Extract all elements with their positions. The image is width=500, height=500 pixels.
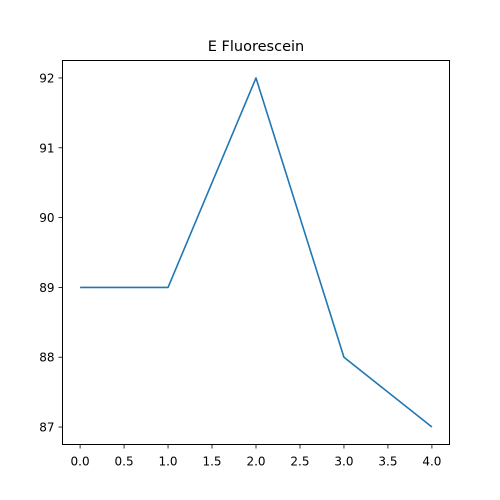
plot-frame [62,60,450,445]
series-layer [80,77,433,428]
y-tick-label: 91 [39,141,54,155]
x-tick-label: 4.0 [422,455,441,469]
x-tick-label: 3.5 [378,455,397,469]
x-tick-label: 3.0 [334,455,353,469]
x-tick-label: 1.5 [202,455,221,469]
series-line [80,77,433,428]
x-tick-label: 0.5 [115,455,134,469]
chart-title: E Fluorescein [208,39,304,55]
y-tick-label: 92 [39,71,54,85]
x-tick-label: 1.0 [158,455,177,469]
x-tick-label: 0.0 [71,455,90,469]
y-tick-label: 89 [39,281,54,295]
y-tick-label: 87 [39,421,54,435]
y-tick-label: 88 [39,351,54,365]
x-tick-label: 2.0 [246,455,265,469]
axis-ticks: 0.0 0.5 1.0 1.5 2.0 2.5 3.0 3.5 4.0 87 88 89 90 91 92 [39,71,441,468]
x-tick-label: 2.5 [290,455,309,469]
y-tick-label: 90 [39,211,54,225]
